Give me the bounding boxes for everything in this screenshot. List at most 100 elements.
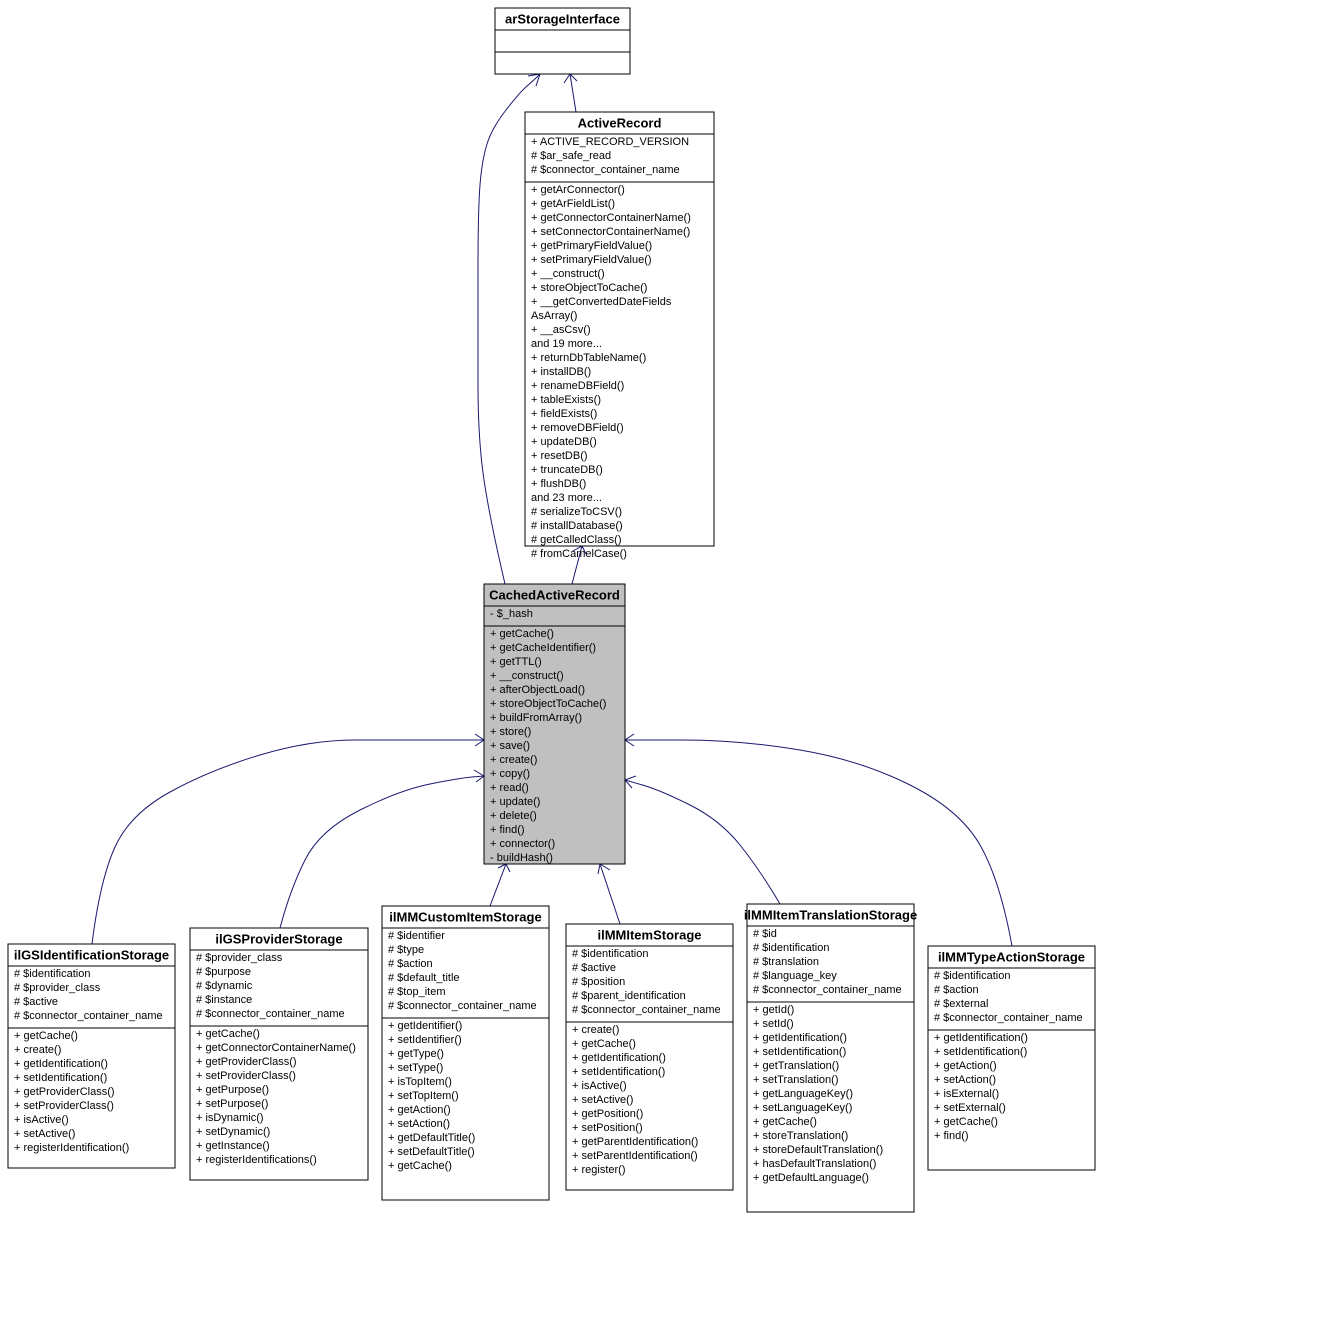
class-op: + updateDB() bbox=[531, 436, 597, 448]
class-attr: # $action bbox=[388, 958, 433, 970]
class-op: + setLanguageKey() bbox=[753, 1102, 852, 1114]
class-attr: # $connector_container_name bbox=[388, 1000, 537, 1012]
class-op: + flushDB() bbox=[531, 478, 586, 490]
class-attr: # $ar_safe_read bbox=[531, 150, 611, 162]
class-op: + isExternal() bbox=[934, 1088, 999, 1100]
class-attr: # $action bbox=[934, 984, 979, 996]
class-op: + resetDB() bbox=[531, 450, 588, 462]
edge-ilMMItemStorage-CachedActiveRecord bbox=[600, 864, 620, 924]
class-op: + afterObjectLoad() bbox=[490, 684, 585, 696]
class-op: + getCache() bbox=[934, 1116, 998, 1128]
class-title: arStorageInterface bbox=[505, 11, 620, 26]
class-op: + setIdentification() bbox=[753, 1046, 846, 1058]
class-op: + __construct() bbox=[490, 670, 564, 682]
class-attr: # $identification bbox=[14, 968, 90, 980]
class-attr: # $identification bbox=[572, 948, 648, 960]
class-op: + isActive() bbox=[572, 1080, 627, 1092]
class-box-ilGSIdentificationStorage: ilGSIdentificationStorage# $identificati… bbox=[8, 944, 175, 1168]
class-op: + __asCsv() bbox=[531, 324, 591, 336]
class-attr: # $connector_container_name bbox=[14, 1010, 163, 1022]
class-attr: # $identifier bbox=[388, 930, 445, 942]
class-op: + returnDbTableName() bbox=[531, 352, 646, 364]
class-op: + renameDBField() bbox=[531, 380, 624, 392]
class-attr: # $id bbox=[753, 928, 777, 940]
class-op: + setConnectorContainerName() bbox=[531, 226, 690, 238]
class-op: + getCache() bbox=[196, 1028, 260, 1040]
class-op: + setPosition() bbox=[572, 1122, 643, 1134]
class-op: + getId() bbox=[753, 1004, 794, 1016]
edge-ilGSProviderStorage-CachedActiveRecord bbox=[280, 776, 484, 928]
class-op: + getPosition() bbox=[572, 1108, 643, 1120]
class-op: + setId() bbox=[753, 1018, 794, 1030]
class-op: + getIdentification() bbox=[934, 1032, 1028, 1044]
class-op: + getCache() bbox=[572, 1038, 636, 1050]
class-op: + copy() bbox=[490, 768, 530, 780]
class-op: + find() bbox=[934, 1130, 969, 1142]
class-op: + getCache() bbox=[490, 628, 554, 640]
class-op: # serializeToCSV() bbox=[531, 506, 622, 518]
class-title: ActiveRecord bbox=[578, 115, 662, 130]
class-op: + connector() bbox=[490, 838, 555, 850]
class-op: + setAction() bbox=[388, 1118, 450, 1130]
class-op: + getIdentification() bbox=[753, 1032, 847, 1044]
class-op: + getConnectorContainerName() bbox=[531, 212, 691, 224]
class-box-CachedActiveRecord: CachedActiveRecord- $_hash+ getCache()+ … bbox=[484, 584, 625, 864]
class-op: + setActive() bbox=[572, 1094, 633, 1106]
class-op: + removeDBField() bbox=[531, 422, 624, 434]
class-op: + getArFieldList() bbox=[531, 198, 615, 210]
class-op: + getAction() bbox=[934, 1060, 997, 1072]
class-op: + setDefaultTitle() bbox=[388, 1146, 475, 1158]
class-op: + setPurpose() bbox=[196, 1098, 268, 1110]
class-op: + setExternal() bbox=[934, 1102, 1006, 1114]
class-op: + setProviderClass() bbox=[14, 1100, 114, 1112]
class-op: + isTopItem() bbox=[388, 1076, 452, 1088]
class-op: and 19 more... bbox=[531, 338, 602, 350]
class-attr: # $active bbox=[572, 962, 616, 974]
edge-ilMMItemTranslationStorage-CachedActiveRecord bbox=[625, 780, 780, 904]
class-op: # fromCamelCase() bbox=[531, 548, 627, 560]
class-op: + delete() bbox=[490, 810, 537, 822]
class-box-ilMMItemTranslationStorage: ilMMItemTranslationStorage# $id# $identi… bbox=[744, 904, 917, 1212]
class-op: # getCalledClass() bbox=[531, 534, 621, 546]
class-attr: # $provider_class bbox=[196, 952, 283, 964]
class-attr: # $default_title bbox=[388, 972, 460, 984]
class-op: + fieldExists() bbox=[531, 408, 597, 420]
class-op: + __getConvertedDateFields bbox=[531, 296, 672, 308]
class-op: and 23 more... bbox=[531, 492, 602, 504]
class-op: + save() bbox=[490, 740, 530, 752]
class-op: + setTranslation() bbox=[753, 1074, 839, 1086]
class-op: + getLanguageKey() bbox=[753, 1088, 853, 1100]
class-op: + getPurpose() bbox=[196, 1084, 269, 1096]
class-op: + getTTL() bbox=[490, 656, 542, 668]
class-op: + getIdentification() bbox=[14, 1058, 108, 1070]
class-op: + registerIdentification() bbox=[14, 1142, 129, 1154]
class-op: + getArConnector() bbox=[531, 184, 625, 196]
class-op: + create() bbox=[490, 754, 537, 766]
class-attr: # $type bbox=[388, 944, 424, 956]
class-op: + setActive() bbox=[14, 1128, 75, 1140]
class-attr: # $identification bbox=[753, 942, 829, 954]
class-attr: # $connector_container_name bbox=[572, 1004, 721, 1016]
class-attr: + ACTIVE_RECORD_VERSION bbox=[531, 136, 689, 148]
class-op: + storeDefaultTranslation() bbox=[753, 1144, 883, 1156]
class-op: + store() bbox=[490, 726, 531, 738]
class-op: + setTopItem() bbox=[388, 1090, 459, 1102]
class-attr: # $connector_container_name bbox=[196, 1008, 345, 1020]
class-op: + find() bbox=[490, 824, 525, 836]
class-op: - buildHash() bbox=[490, 852, 553, 864]
class-attr: - $_hash bbox=[490, 608, 533, 620]
class-op: + storeTranslation() bbox=[753, 1130, 848, 1142]
class-op: + setDynamic() bbox=[196, 1126, 270, 1138]
class-title: ilGSProviderStorage bbox=[215, 931, 342, 946]
class-op: + getIdentification() bbox=[572, 1052, 666, 1064]
class-op: + getDefaultTitle() bbox=[388, 1132, 475, 1144]
class-box-ilMMTypeActionStorage: ilMMTypeActionStorage# $identification# … bbox=[928, 946, 1095, 1170]
class-op: + tableExists() bbox=[531, 394, 601, 406]
class-op: + storeObjectToCache() bbox=[531, 282, 647, 294]
class-op: + setIdentification() bbox=[934, 1046, 1027, 1058]
class-op: + getProviderClass() bbox=[196, 1056, 297, 1068]
class-op: + setAction() bbox=[934, 1074, 996, 1086]
class-op: + getProviderClass() bbox=[14, 1086, 115, 1098]
class-attr: # $language_key bbox=[753, 970, 837, 982]
class-op: + storeObjectToCache() bbox=[490, 698, 606, 710]
